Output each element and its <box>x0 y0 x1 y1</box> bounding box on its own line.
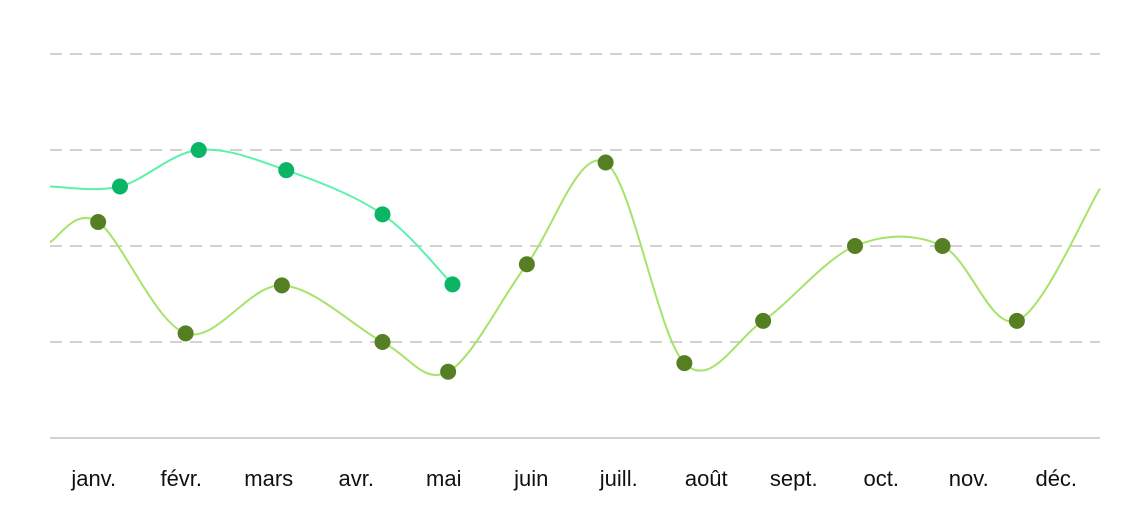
series-2-point <box>676 355 693 372</box>
series-1-point <box>374 206 391 223</box>
series-points <box>90 142 1025 380</box>
x-tick-label: sept. <box>770 466 818 491</box>
series-2-line <box>49 159 1101 377</box>
x-axis-labels: janv. févr. mars avr. mai juin juill. août sept.… <box>70 466 1077 491</box>
series-2-point <box>847 238 863 254</box>
x-tick-label: déc. <box>1035 466 1077 491</box>
x-tick-label: mai <box>426 466 461 491</box>
series-1-point <box>278 162 295 179</box>
series-1-point <box>444 276 461 293</box>
series-2-point <box>90 214 107 230</box>
x-tick-label: avr. <box>339 466 374 491</box>
series-1-point <box>112 178 128 195</box>
x-tick-label: oct. <box>864 466 899 491</box>
series-2-point <box>440 363 457 380</box>
x-tick-label: août <box>685 466 728 491</box>
x-tick-label: mars <box>244 466 293 491</box>
series-2-point <box>177 325 194 342</box>
grid <box>50 53 1100 439</box>
x-tick-label: juill. <box>599 466 638 491</box>
x-tick-label: janv. <box>70 466 116 491</box>
series-2-point <box>1008 312 1025 329</box>
series-2-point <box>755 312 772 329</box>
x-tick-label: févr. <box>160 466 202 491</box>
series-2-point <box>518 256 535 273</box>
series-2-point <box>597 154 614 171</box>
series-2-point <box>374 334 391 350</box>
x-tick-label: juin <box>513 466 548 491</box>
x-tick-label: nov. <box>949 466 989 491</box>
series-2-point <box>273 277 290 294</box>
series-1-point <box>190 142 207 158</box>
series-2-point <box>934 238 951 254</box>
series-1-line <box>49 148 454 286</box>
